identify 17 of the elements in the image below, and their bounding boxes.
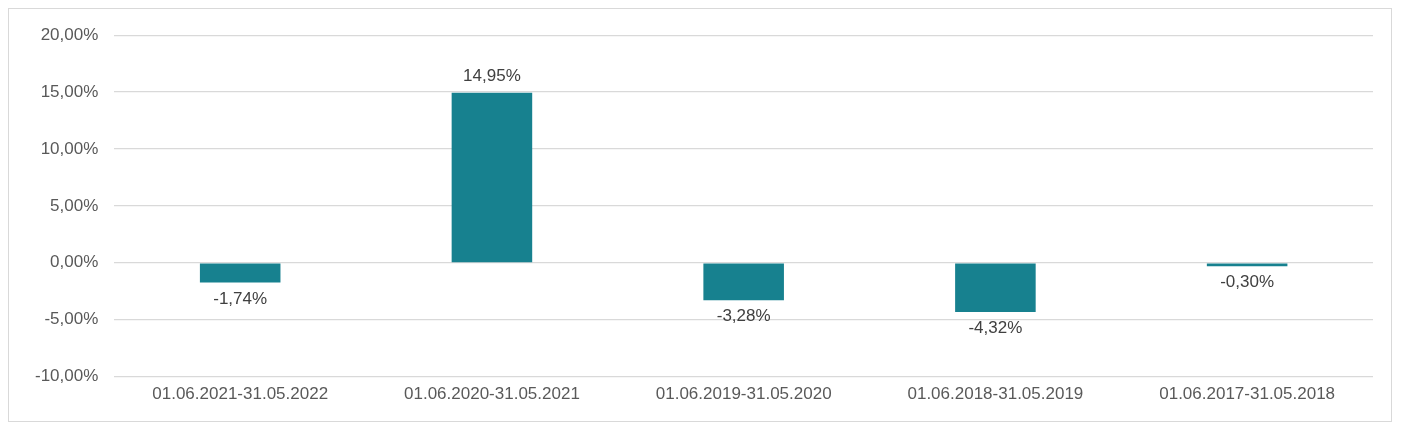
y-tick-label: 10,00% [40, 138, 99, 158]
y-tick-label: 15,00% [40, 81, 99, 101]
x-tick-label: 01.06.2018-31.05.2019 [907, 384, 1084, 404]
x-tick-label: 01.06.2017-31.05.2018 [1159, 384, 1336, 404]
data-label: -3,28% [716, 306, 771, 326]
y-tick-label: 0,00% [50, 252, 99, 272]
y-tick-label: -10,00% [34, 366, 99, 386]
x-tick-label: 01.06.2021-31.05.2022 [152, 384, 329, 404]
data-label: 14,95% [463, 65, 521, 85]
data-label: -1,74% [213, 288, 268, 308]
data-label: -4,32% [968, 318, 1023, 338]
y-tick-label: -5,00% [44, 309, 99, 329]
x-tick-label: 01.06.2020-31.05.2021 [404, 384, 580, 404]
x-tick-label: 01.06.2019-31.05.2020 [655, 384, 832, 404]
y-tick-label: 20,00% [40, 24, 99, 44]
data-label: -0,30% [1220, 272, 1275, 292]
y-tick-label: 5,00% [50, 195, 99, 215]
